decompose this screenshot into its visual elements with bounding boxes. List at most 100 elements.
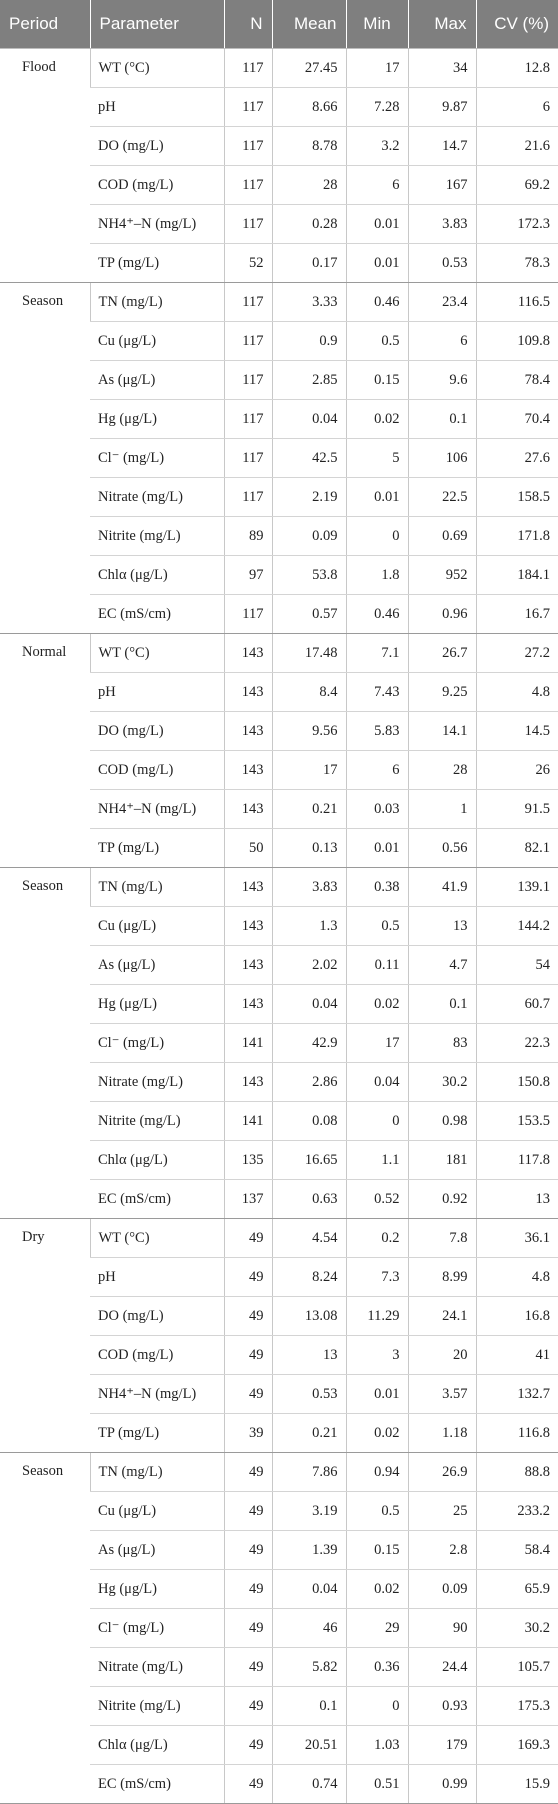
mean-cell: 13 [271,1335,346,1375]
max-cell: 0.93 [407,1686,476,1726]
cv-cell: 171.8 [475,516,558,556]
table-row: Cl⁻ (mg/L) 141 42.9 17 83 22.3 [0,1023,558,1063]
min-cell: 6 [345,165,408,205]
mean-cell: 2.86 [271,1062,346,1102]
min-cell: 0.94 [345,1452,408,1492]
parameter-cell: As (μg/L) [90,945,224,985]
parameter-cell: NH4⁺–N (mg/L) [90,1374,224,1414]
table-row: Cl⁻ (mg/L) 117 42.5 5 106 27.6 [0,438,558,478]
header-mean: Mean [271,0,347,49]
n-cell: 117 [223,399,272,439]
mean-cell: 0.57 [271,594,346,634]
max-cell: 0.1 [407,984,476,1024]
header-parameter: Parameter [89,0,225,49]
max-cell: 6 [407,321,476,361]
table-row: As (μg/L) 49 1.39 0.15 2.8 58.4 [0,1530,558,1570]
table-row: Cl⁻ (mg/L) 49 46 29 90 30.2 [0,1608,558,1648]
n-cell: 117 [223,594,272,634]
mean-cell: 0.21 [271,789,346,829]
max-cell: 0.92 [407,1179,476,1219]
max-cell: 41.9 [407,867,476,907]
cv-cell: 144.2 [475,906,558,946]
cv-cell: 184.1 [475,555,558,595]
mean-cell: 0.53 [271,1374,346,1414]
mean-cell: 3.33 [271,282,346,322]
max-cell: 9.6 [407,360,476,400]
n-cell: 50 [223,828,272,868]
n-cell: 49 [223,1218,272,1258]
max-cell: 2.8 [407,1530,476,1570]
min-cell: 3.2 [345,126,408,166]
cv-cell: 4.8 [475,1257,558,1297]
header-max: Max [407,0,477,49]
parameter-cell: Nitrate (mg/L) [90,1647,224,1687]
cv-cell: 132.7 [475,1374,558,1414]
max-cell: 24.1 [407,1296,476,1336]
cv-cell: 65.9 [475,1569,558,1609]
parameter-cell: Chlα (μg/L) [90,1725,224,1765]
mean-cell: 0.63 [271,1179,346,1219]
parameter-cell: EC (mS/cm) [90,594,224,634]
table-row: NH4⁺–N (mg/L) 117 0.28 0.01 3.83 172.3 [0,204,558,244]
table-row: EC (mS/cm) 117 0.57 0.46 0.96 16.7 [0,594,558,634]
cv-cell: 16.7 [475,594,558,634]
max-cell: 34 [407,48,476,88]
mean-cell: 9.56 [271,711,346,751]
mean-cell: 17.48 [271,633,346,673]
min-cell: 1.1 [345,1140,408,1180]
parameter-cell: Cu (μg/L) [90,321,224,361]
parameter-cell: TN (mg/L) [89,282,224,322]
min-cell: 1.03 [345,1725,408,1765]
min-cell: 0.36 [345,1647,408,1687]
cv-cell: 150.8 [475,1062,558,1102]
mean-cell: 0.04 [271,1569,346,1609]
max-cell: 28 [407,750,476,790]
n-cell: 117 [223,48,272,88]
mean-cell: 1.3 [271,906,346,946]
table-row: pH 49 8.24 7.3 8.99 4.8 [0,1257,558,1297]
mean-cell: 0.09 [271,516,346,556]
n-cell: 143 [223,1062,272,1102]
parameter-cell: Cl⁻ (mg/L) [90,438,224,478]
parameter-cell: Nitrite (mg/L) [90,1686,224,1726]
parameter-cell: Hg (μg/L) [90,984,224,1024]
parameter-cell: NH4⁺–N (mg/L) [90,789,224,829]
max-cell: 9.25 [407,672,476,712]
mean-cell: 0.1 [271,1686,346,1726]
max-cell: 0.69 [407,516,476,556]
mean-cell: 3.19 [271,1491,346,1531]
header-n: N [223,0,273,49]
n-cell: 39 [223,1413,272,1453]
cv-cell: 36.1 [475,1218,558,1258]
cv-cell: 69.2 [475,165,558,205]
table-row: Hg (μg/L) 143 0.04 0.02 0.1 60.7 [0,984,558,1024]
max-cell: 0.1 [407,399,476,439]
max-cell: 30.2 [407,1062,476,1102]
parameter-cell: Cl⁻ (mg/L) [90,1608,224,1648]
parameter-cell: NH4⁺–N (mg/L) [90,204,224,244]
parameter-cell: Chlα (μg/L) [90,1140,224,1180]
parameter-cell: Nitrite (mg/L) [90,516,224,556]
parameter-cell: TP (mg/L) [90,828,224,868]
mean-cell: 27.45 [271,48,346,88]
mean-cell: 53.8 [271,555,346,595]
n-cell: 49 [223,1452,272,1492]
min-cell: 0.46 [345,594,408,634]
table-row: Dry WT (°C) 49 4.54 0.2 7.8 36.1 [0,1218,558,1453]
cv-cell: 16.8 [475,1296,558,1336]
min-cell: 7.28 [345,87,408,127]
cv-cell: 175.3 [475,1686,558,1726]
cv-cell: 78.3 [475,243,558,283]
n-cell: 117 [223,360,272,400]
mean-cell: 17 [271,750,346,790]
n-cell: 49 [223,1491,272,1531]
table-row: TP (mg/L) 39 0.21 0.02 1.18 116.8 [0,1413,558,1453]
mean-cell: 46 [271,1608,346,1648]
min-cell: 7.43 [345,672,408,712]
max-cell: 0.56 [407,828,476,868]
min-cell: 0.01 [345,204,408,244]
min-cell: 0.15 [345,360,408,400]
parameter-cell: As (μg/L) [90,1530,224,1570]
min-cell: 1.8 [345,555,408,595]
n-cell: 49 [223,1530,272,1570]
